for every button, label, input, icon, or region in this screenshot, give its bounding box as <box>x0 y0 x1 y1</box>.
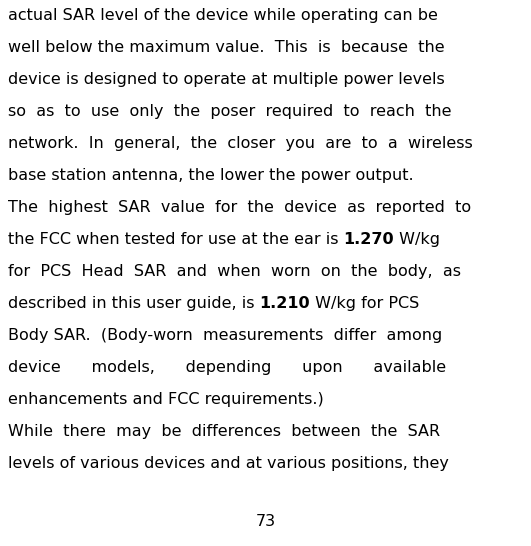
Text: W/kg for PCS: W/kg for PCS <box>310 296 419 311</box>
Text: Body SAR.  (Body-worn  measurements  differ  among: Body SAR. (Body-worn measurements differ… <box>8 328 442 343</box>
Text: well below the maximum value.  This  is  because  the: well below the maximum value. This is be… <box>8 40 444 55</box>
Text: device      models,      depending      upon      available: device models, depending upon available <box>8 360 446 375</box>
Text: While  there  may  be  differences  between  the  SAR: While there may be differences between t… <box>8 424 440 439</box>
Text: W/kg: W/kg <box>394 232 440 247</box>
Text: so  as  to  use  only  the  poser  required  to  reach  the: so as to use only the poser required to … <box>8 104 451 119</box>
Text: network.  In  general,  the  closer  you  are  to  a  wireless: network. In general, the closer you are … <box>8 136 473 151</box>
Text: 73: 73 <box>255 514 276 529</box>
Text: levels of various devices and at various positions, they: levels of various devices and at various… <box>8 456 449 471</box>
Text: for  PCS  Head  SAR  and  when  worn  on  the  body,  as: for PCS Head SAR and when worn on the bo… <box>8 264 461 279</box>
Text: The  highest  SAR  value  for  the  device  as  reported  to: The highest SAR value for the device as … <box>8 200 471 215</box>
Text: 1.270: 1.270 <box>344 232 394 247</box>
Text: base station antenna, the lower the power output.: base station antenna, the lower the powe… <box>8 168 414 183</box>
Text: enhancements and FCC requirements.): enhancements and FCC requirements.) <box>8 392 324 407</box>
Text: 1.210: 1.210 <box>260 296 310 311</box>
Text: the FCC when tested for use at the ear is: the FCC when tested for use at the ear i… <box>8 232 344 247</box>
Text: device is designed to operate at multiple power levels: device is designed to operate at multipl… <box>8 72 445 87</box>
Text: described in this user guide, is: described in this user guide, is <box>8 296 260 311</box>
Text: actual SAR level of the device while operating can be: actual SAR level of the device while ope… <box>8 8 438 23</box>
